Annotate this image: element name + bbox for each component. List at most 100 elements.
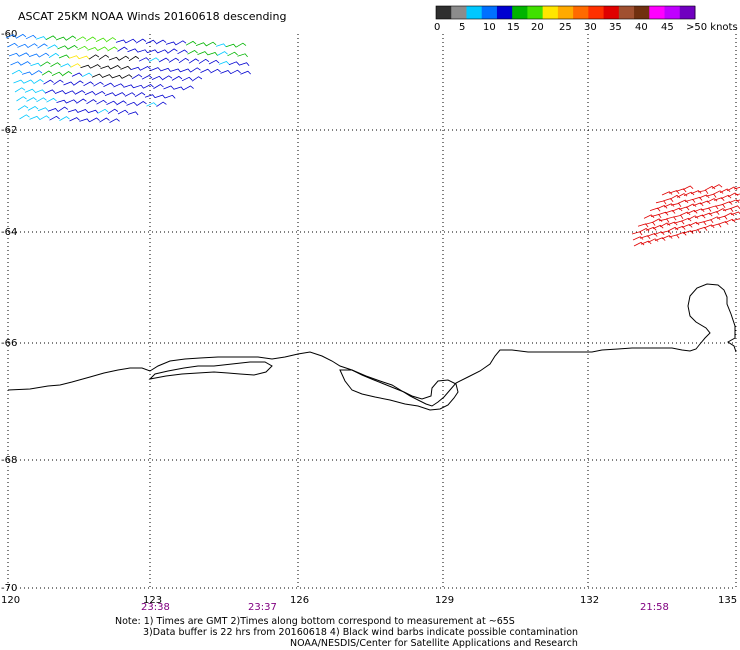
wind-barb bbox=[181, 76, 193, 82]
wind-barb bbox=[49, 115, 60, 121]
wind-barb bbox=[63, 81, 74, 86]
wind-barb bbox=[692, 202, 704, 207]
wind-barb bbox=[27, 43, 38, 49]
wind-barb bbox=[699, 200, 711, 205]
colorbar-swatch bbox=[466, 6, 483, 19]
wind-barb bbox=[664, 210, 676, 214]
wind-barb bbox=[719, 188, 731, 193]
wind-barb bbox=[21, 71, 33, 76]
wind-barb bbox=[100, 65, 111, 70]
wind-barb bbox=[84, 91, 96, 96]
wind-barb bbox=[85, 36, 97, 42]
wind-barb bbox=[668, 190, 680, 194]
wind-barb bbox=[38, 52, 50, 58]
wind-barb bbox=[688, 221, 700, 226]
lon-label: 129 bbox=[435, 595, 454, 606]
wind-barb bbox=[90, 64, 101, 69]
wind-barb bbox=[61, 71, 73, 77]
wind-barb bbox=[135, 38, 147, 44]
wind-barb bbox=[70, 63, 81, 68]
wind-barb bbox=[29, 115, 40, 120]
wind-barb bbox=[118, 55, 130, 61]
wind-barb bbox=[190, 67, 201, 73]
wind-barb bbox=[131, 74, 143, 80]
wind-barb bbox=[710, 223, 722, 228]
wind-barb bbox=[697, 189, 709, 195]
wind-barb bbox=[711, 184, 723, 189]
wind-barb bbox=[7, 42, 18, 48]
wind-barb bbox=[114, 92, 126, 97]
wind-barb bbox=[225, 43, 237, 48]
wind-barb bbox=[210, 68, 221, 74]
notes: Note: 1) Times are GMT 2)Times along bot… bbox=[115, 616, 578, 649]
lat-label: -70 bbox=[1, 583, 17, 594]
wind-barb bbox=[698, 194, 710, 199]
wind-barb bbox=[658, 218, 670, 223]
wind-barb bbox=[663, 203, 675, 208]
wind-barb bbox=[110, 65, 121, 70]
wind-barb bbox=[50, 62, 61, 67]
wind-barb bbox=[54, 90, 66, 94]
wind-barb bbox=[650, 214, 662, 219]
wind-barb bbox=[101, 74, 113, 78]
wind-barb bbox=[31, 70, 43, 76]
wind-barb bbox=[43, 79, 54, 85]
time-label: 21:58 bbox=[640, 602, 669, 613]
wind-barb bbox=[28, 53, 40, 58]
wind-barb bbox=[706, 198, 718, 203]
map-title: ASCAT 25KM NOAA Winds 20160618 descendin… bbox=[18, 10, 286, 23]
wind-barb bbox=[11, 69, 23, 75]
colorbar-label: 10 bbox=[483, 22, 496, 33]
wind-barb bbox=[693, 208, 705, 213]
wind-barb bbox=[668, 234, 680, 239]
wind-barb bbox=[704, 185, 716, 191]
wind-barb bbox=[170, 68, 181, 73]
wind-barb bbox=[87, 47, 98, 51]
lat-label: -66 bbox=[1, 338, 17, 349]
wind-barb bbox=[729, 205, 740, 210]
wind-barb bbox=[39, 115, 50, 121]
wind-barb bbox=[701, 212, 713, 217]
wind-barb bbox=[151, 75, 163, 80]
wind-barb bbox=[37, 107, 49, 112]
coastline-mainland bbox=[7, 283, 737, 407]
wind-barb bbox=[163, 85, 174, 90]
wind-barb bbox=[721, 201, 733, 205]
wind-barb bbox=[95, 37, 107, 42]
wind-barb bbox=[185, 40, 197, 46]
wind-barb bbox=[652, 224, 664, 229]
wind-barb bbox=[667, 226, 679, 232]
colorbar-swatch bbox=[451, 6, 467, 19]
wind-barb bbox=[117, 46, 128, 52]
wind-barb bbox=[60, 63, 71, 68]
wind-barb bbox=[124, 92, 136, 97]
note-line: 3)Data buffer is 22 hrs from 20160618 4)… bbox=[143, 627, 578, 638]
wind-barb bbox=[86, 99, 97, 105]
wind-barb bbox=[103, 82, 114, 87]
wind-barb bbox=[148, 57, 160, 62]
wind-barb bbox=[15, 33, 27, 39]
wind-barb bbox=[104, 92, 116, 96]
wind-barb bbox=[703, 224, 715, 229]
wind-barb bbox=[128, 55, 140, 62]
wind-barb bbox=[677, 199, 689, 204]
wind-barb bbox=[68, 55, 80, 60]
wind-barb bbox=[188, 58, 200, 64]
wind-barb bbox=[97, 46, 108, 51]
wind-barb bbox=[74, 90, 86, 95]
lat-label: -62 bbox=[1, 125, 17, 136]
wind-barb bbox=[51, 71, 63, 76]
wind-barb bbox=[147, 49, 158, 54]
lon-label: 120 bbox=[1, 595, 20, 606]
wind-barb bbox=[94, 91, 106, 96]
wind-barb bbox=[191, 76, 203, 82]
wind-barb bbox=[37, 43, 48, 49]
wind-barb bbox=[640, 240, 652, 245]
wind-barb bbox=[215, 43, 227, 48]
wind-barb bbox=[218, 61, 230, 65]
wind-barb bbox=[639, 235, 651, 240]
colorbar-label: >50 knots bbox=[686, 22, 738, 33]
wind-barb bbox=[660, 230, 672, 235]
wind-barb bbox=[96, 99, 107, 105]
wind-barb bbox=[683, 191, 695, 196]
